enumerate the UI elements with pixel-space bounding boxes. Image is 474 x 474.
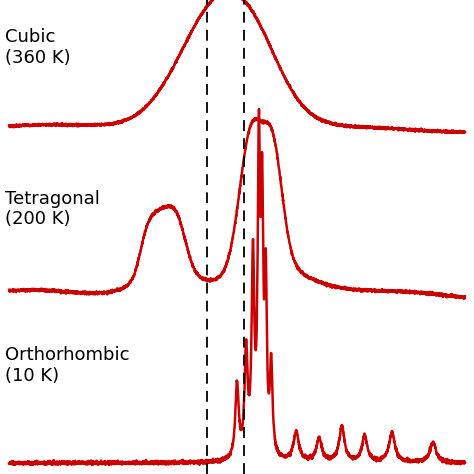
Text: Tetragonal
(200 K): Tetragonal (200 K) bbox=[5, 190, 100, 228]
Text: Orthorhombic
(10 K): Orthorhombic (10 K) bbox=[5, 346, 129, 385]
Text: Cubic
(360 K): Cubic (360 K) bbox=[5, 28, 70, 67]
